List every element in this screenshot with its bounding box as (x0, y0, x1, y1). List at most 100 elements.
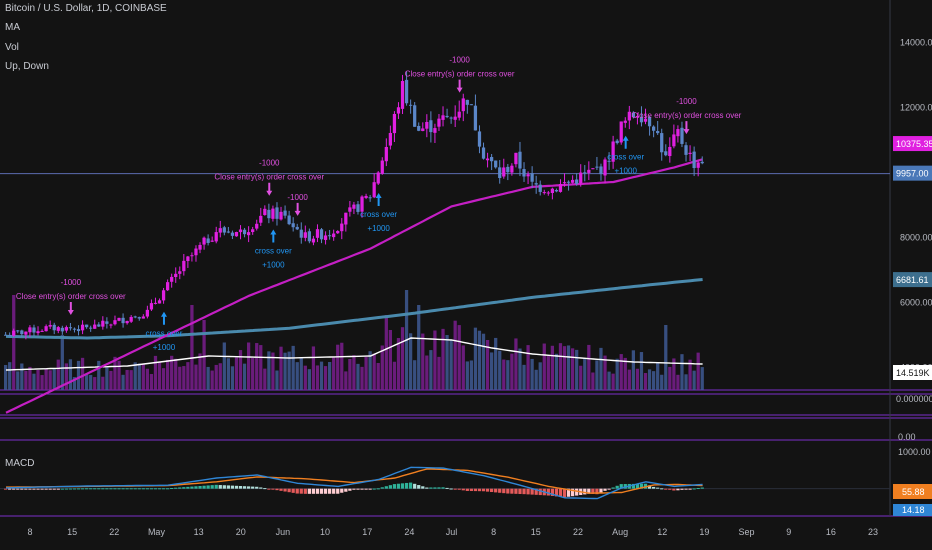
candle (477, 125, 482, 154)
macd-histogram-bar (506, 488, 510, 494)
candle-body (97, 324, 101, 327)
candle (611, 135, 615, 169)
candle-body (101, 320, 105, 327)
candle (445, 108, 449, 119)
macd-histogram-bar (129, 488, 133, 490)
candle (542, 189, 546, 195)
volume-bar (40, 375, 44, 390)
time-tick-label: 22 (109, 527, 119, 537)
macd-histogram-bar (109, 488, 113, 490)
candle (80, 320, 85, 335)
volume-bar (615, 358, 619, 390)
candle-body (121, 317, 125, 324)
macd-histogram-bar (101, 488, 105, 490)
candle-body (174, 273, 178, 278)
exit-label: Close entry(s) order cross over (632, 111, 742, 120)
volume-bar (214, 364, 218, 390)
exit-label: Close entry(s) order cross over (405, 70, 515, 79)
candle (591, 168, 595, 170)
macd-histogram-bar (647, 485, 652, 489)
volume-bar (485, 340, 490, 390)
candle (457, 100, 461, 121)
volume-bar (117, 360, 121, 390)
candle-body (230, 232, 235, 236)
entry-qty: +1000 (367, 224, 390, 233)
macd-histogram-bar (404, 482, 409, 489)
macd-histogram-bar (550, 488, 554, 496)
macd-histogram-bar (591, 488, 595, 494)
study-legend-vol[interactable]: Vol (5, 42, 19, 53)
candle (8, 332, 12, 337)
volume-bar (28, 366, 32, 390)
macd-histogram-bar (477, 488, 482, 492)
candle-body (166, 282, 170, 291)
candle (680, 121, 684, 148)
time-tick-label: May (148, 527, 166, 537)
candle-body (214, 232, 218, 242)
time-tick-label: 23 (868, 527, 878, 537)
volume-bar (542, 343, 546, 390)
volume-bar (336, 344, 340, 390)
macd-legend[interactable]: MACD (5, 458, 35, 469)
candle (579, 164, 583, 187)
macd-histogram-bar (425, 487, 429, 489)
candle (481, 142, 486, 160)
exit-label: Close entry(s) order cross over (214, 173, 324, 182)
macd-histogram-bar (72, 488, 77, 490)
candle-body (182, 260, 186, 272)
candle (48, 320, 52, 330)
macd-histogram-bar (263, 488, 267, 490)
volume-bar (546, 356, 550, 390)
macd-histogram-bar (688, 488, 692, 490)
candle (437, 113, 441, 132)
macd-histogram-bar (611, 487, 615, 489)
candle-body (129, 316, 133, 322)
candle-body (267, 209, 271, 219)
exit-qty: -1000 (61, 278, 82, 287)
candle-body (328, 235, 332, 237)
volume-bars (4, 290, 704, 390)
volume-bar (453, 320, 457, 390)
price-badge-label: 10375.35 (896, 139, 932, 149)
candle-body (481, 147, 486, 159)
candle-body (599, 166, 603, 175)
candle (149, 299, 154, 311)
entry-arrow-icon (270, 229, 277, 243)
candle-body (28, 327, 32, 333)
macd-value-label: 55.88 (902, 487, 925, 497)
candle-body (696, 162, 700, 168)
macd-histogram-bar (340, 488, 344, 493)
macd-histogram-bar (105, 488, 109, 490)
macd-histogram-bar (12, 488, 16, 490)
macd-histogram-bar (182, 487, 186, 489)
volume-bar (526, 345, 530, 390)
candle-body (141, 316, 145, 319)
entry-arrow-icon (375, 192, 382, 206)
volume-bar (157, 362, 162, 390)
macd-histogram-bar (44, 488, 48, 490)
candle-body (251, 229, 255, 233)
volume-bar (635, 368, 640, 390)
candle-body (68, 327, 73, 329)
volume-bar (234, 357, 239, 390)
study-legend-ma[interactable]: MA (5, 22, 20, 33)
macd-histogram-bar (283, 488, 287, 492)
candle-body (652, 126, 656, 131)
volume-bar (360, 366, 364, 390)
volume-bar (554, 353, 559, 390)
study-legend-up-down[interactable]: Up, Down (5, 61, 49, 72)
candle (97, 322, 101, 328)
candle (64, 325, 68, 333)
macd-histogram-bar (603, 488, 607, 491)
volume-bar (85, 373, 89, 390)
candle-body (32, 327, 36, 333)
volume-bar (668, 366, 672, 390)
candle-body (473, 105, 478, 131)
candle (647, 115, 652, 136)
volume-bar (380, 345, 384, 390)
macd-histogram-bar (344, 488, 348, 492)
macd-histogram-bar (291, 488, 295, 493)
price-badge-label: 6681.61 (896, 275, 929, 285)
macd-histogram-bar (113, 488, 117, 490)
